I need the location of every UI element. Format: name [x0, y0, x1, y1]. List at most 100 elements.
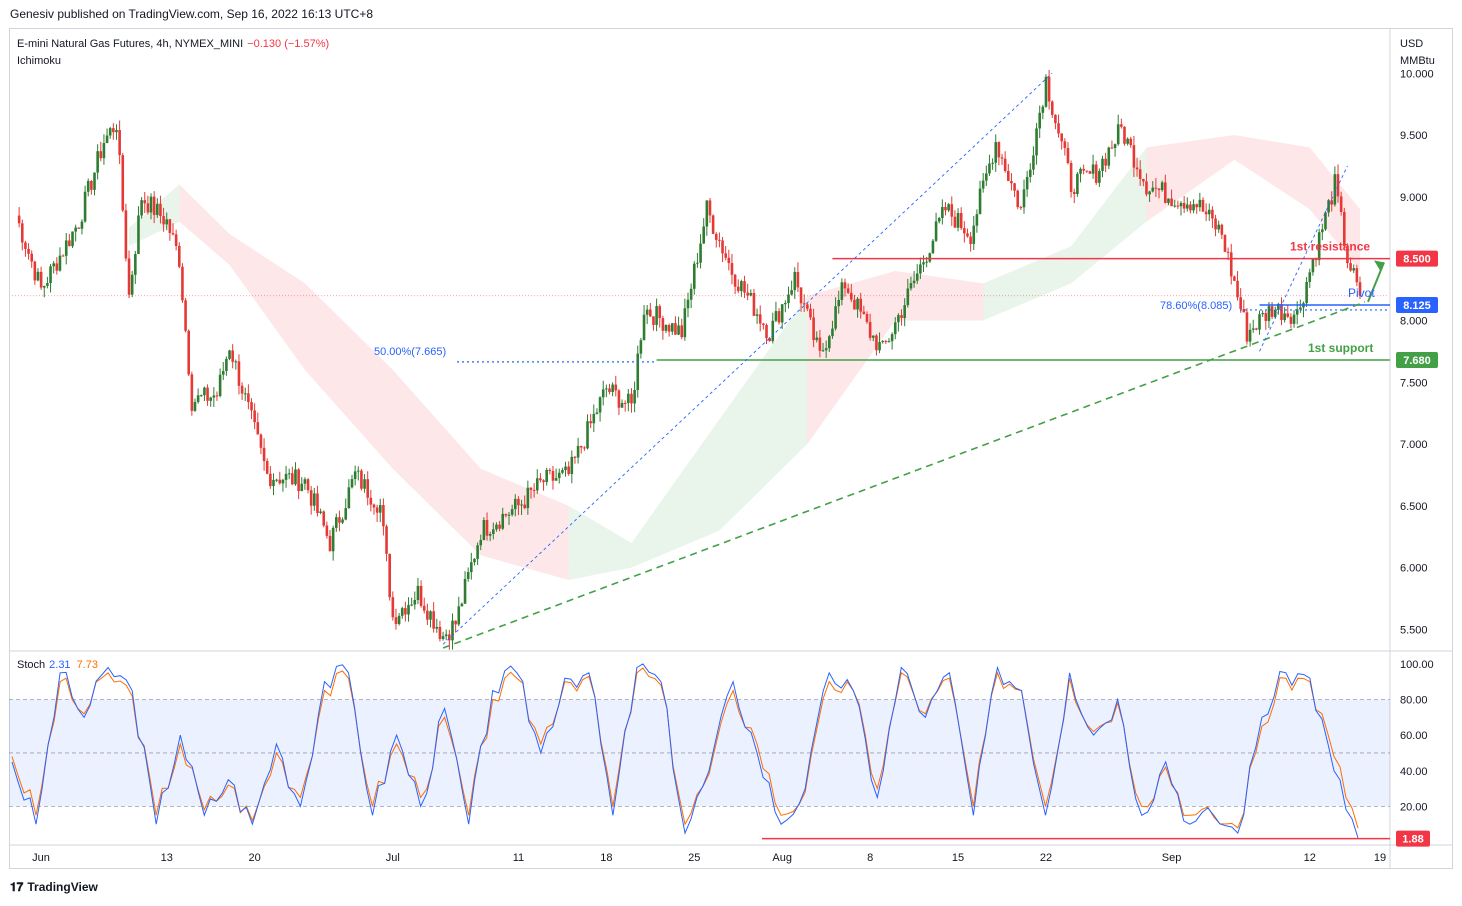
candle-body: [93, 172, 96, 190]
stoch-label: Stoch: [17, 659, 46, 671]
candle-body: [247, 393, 250, 403]
candle-body: [218, 374, 222, 396]
candle-body: [152, 196, 156, 216]
candle-body: [1321, 229, 1324, 233]
candle-body: [900, 315, 903, 319]
stoch-k-value: 2.31: [49, 659, 71, 671]
candle-body: [1239, 297, 1242, 309]
candle-body: [1154, 187, 1158, 189]
candle-body: [623, 402, 627, 404]
candle-body: [385, 526, 388, 554]
candle-body: [331, 527, 335, 552]
candle-body: [413, 600, 417, 605]
candle-body: [1016, 190, 1020, 208]
candle-body: [225, 358, 228, 371]
tradingview-logo-icon: 𝟏𝟕: [10, 880, 24, 894]
candle-body: [99, 151, 103, 159]
candle-body: [419, 585, 423, 606]
candle-body: [344, 508, 348, 520]
candle-body: [74, 227, 77, 232]
candle-body: [639, 340, 643, 354]
publish-info: Genesiv published on TradingView.com, Se…: [10, 7, 374, 21]
candle-body: [633, 389, 636, 404]
candle-body: [1195, 204, 1199, 208]
candle-body: [620, 402, 624, 408]
candle-body: [1270, 306, 1274, 317]
stoch-tag-bg: [1396, 830, 1430, 847]
price-tick-label: 5.500: [1400, 624, 1428, 636]
candle-body: [661, 318, 665, 331]
candle-body: [809, 308, 812, 318]
candle-body: [1129, 138, 1133, 146]
candle-body: [42, 285, 46, 288]
candle-body: [708, 200, 712, 216]
price-tick-label: 7.000: [1400, 439, 1428, 451]
candle-body: [947, 204, 950, 211]
candle-body: [435, 626, 439, 629]
candle-body: [58, 255, 62, 271]
candle-body: [934, 221, 938, 241]
candle-body: [190, 374, 194, 411]
candle-body: [1324, 212, 1327, 230]
candle-body: [193, 401, 197, 411]
target-arrow: [1367, 261, 1385, 303]
candle-body: [529, 487, 533, 490]
candle-body: [1151, 187, 1155, 192]
candle-body: [1098, 170, 1101, 183]
candle-body: [1330, 200, 1334, 205]
candle-body: [834, 306, 837, 329]
candle-body: [806, 304, 809, 309]
candle-body: [1132, 145, 1136, 168]
candle-body: [1148, 191, 1151, 195]
candle-body: [573, 456, 577, 458]
candle-body: [1164, 182, 1167, 203]
candle-body: [1019, 207, 1023, 209]
candle-body: [112, 128, 115, 133]
resistance-price-tag: 8.500: [1403, 254, 1431, 266]
candle-body: [309, 490, 313, 506]
candle-body: [1145, 181, 1148, 195]
candle-body: [61, 255, 65, 257]
candle-body: [1022, 189, 1026, 208]
candle-body: [253, 410, 256, 423]
candle-body: [162, 216, 165, 225]
candle-body: [903, 305, 906, 319]
candle-body: [1336, 174, 1340, 197]
candle-body: [1255, 328, 1258, 330]
candle-body: [1107, 147, 1111, 166]
candle-body: [978, 188, 982, 215]
candle-body: [1261, 313, 1264, 315]
candle-body: [981, 180, 985, 189]
candle-body: [787, 294, 790, 303]
candle-body: [1189, 204, 1192, 211]
candle-body: [168, 219, 172, 234]
candle-body: [664, 324, 668, 331]
candle-body: [941, 206, 944, 218]
candle-body: [677, 325, 680, 335]
candle-body: [551, 471, 555, 481]
candle-body: [1088, 171, 1092, 174]
candle-body: [52, 263, 55, 267]
candle-body: [1292, 314, 1296, 324]
candle-body: [617, 390, 621, 408]
candle-body: [501, 513, 505, 529]
candle-body: [400, 608, 404, 616]
candle-body: [548, 469, 552, 472]
candle-body: [215, 395, 219, 397]
candle-body: [912, 280, 916, 284]
candle-body: [1170, 198, 1173, 207]
candle-body: [1295, 309, 1299, 315]
candle-body: [1192, 204, 1195, 211]
fib-786-label: 78.60%(8.085): [1160, 300, 1232, 312]
candle-body: [46, 283, 49, 286]
candle-body: [601, 389, 605, 398]
chart-frame[interactable]: [9, 28, 1453, 869]
candle-body: [1264, 313, 1268, 321]
candle-body: [1032, 155, 1035, 170]
candle-body: [743, 281, 746, 293]
candle-body: [350, 479, 354, 488]
candle-body: [853, 299, 856, 310]
candle-body: [378, 505, 382, 513]
stoch-legend: Stoch 2.31 7.73: [17, 659, 98, 671]
